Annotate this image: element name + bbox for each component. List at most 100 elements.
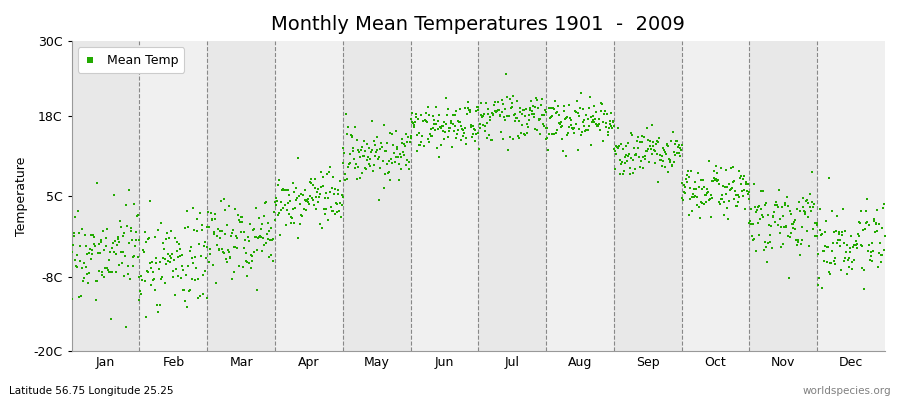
Mean Temp [722, 181, 736, 187]
Mean Temp [795, 223, 809, 230]
Mean Temp [510, 115, 525, 122]
Mean Temp [302, 178, 317, 185]
Mean Temp [403, 135, 418, 141]
Mean Temp [760, 212, 775, 218]
Mean Temp [65, 249, 79, 256]
Mean Temp [324, 204, 338, 210]
Mean Temp [255, 220, 269, 227]
Mean Temp [239, 258, 254, 265]
Mean Temp [613, 156, 627, 163]
Mean Temp [752, 232, 766, 238]
Mean Temp [701, 158, 716, 164]
Mean Temp [129, 228, 143, 235]
Mean Temp [122, 240, 136, 246]
Mean Temp [543, 114, 557, 121]
Mean Temp [254, 226, 268, 232]
Mean Temp [441, 106, 455, 112]
Mean Temp [648, 160, 662, 166]
Mean Temp [685, 208, 699, 214]
Mean Temp [287, 220, 302, 226]
Mean Temp [674, 147, 688, 154]
Mean Temp [509, 98, 524, 104]
Mean Temp [718, 183, 733, 190]
Mean Temp [355, 170, 369, 176]
Mean Temp [90, 278, 104, 284]
Mean Temp [392, 161, 406, 168]
Mean Temp [671, 142, 686, 149]
Mean Temp [577, 123, 591, 130]
Mean Temp [763, 239, 778, 246]
Mean Temp [600, 132, 615, 138]
Mean Temp [695, 200, 709, 206]
Mean Temp [733, 194, 747, 200]
Mean Temp [712, 181, 726, 188]
Mean Temp [294, 191, 309, 198]
Mean Temp [184, 243, 198, 250]
Mean Temp [654, 163, 669, 169]
Mean Temp [133, 288, 148, 295]
Mean Temp [394, 140, 409, 146]
Mean Temp [619, 152, 634, 158]
Mean Temp [134, 291, 148, 297]
Mean Temp [292, 201, 307, 207]
Mean Temp [364, 149, 378, 155]
Mean Temp [253, 232, 267, 239]
Mean Temp [281, 200, 295, 206]
Mean Temp [133, 273, 148, 280]
Mean Temp [200, 243, 214, 250]
Mean Temp [538, 124, 553, 131]
Mean Temp [311, 194, 326, 200]
Mean Temp [162, 259, 176, 265]
Mean Temp [821, 244, 835, 250]
Mean Temp [225, 230, 239, 236]
Mean Temp [77, 232, 92, 238]
Mean Temp [745, 237, 760, 244]
Mean Temp [276, 187, 291, 193]
Mean Temp [286, 205, 301, 212]
Mean Temp [810, 233, 824, 239]
Mean Temp [854, 208, 868, 214]
Mean Temp [605, 125, 619, 132]
Mean Temp [589, 108, 603, 115]
Mean Temp [837, 258, 851, 264]
Mean Temp [830, 240, 844, 246]
Mean Temp [194, 253, 208, 259]
Mean Temp [370, 134, 384, 140]
Mean Temp [724, 185, 739, 191]
Mean Temp [185, 260, 200, 266]
Mean Temp [873, 252, 887, 258]
Mean Temp [656, 158, 670, 164]
Mean Temp [513, 109, 527, 116]
Mean Temp [803, 190, 817, 197]
Mean Temp [89, 297, 104, 303]
Mean Temp [873, 240, 887, 246]
Mean Temp [687, 186, 701, 192]
Mean Temp [275, 186, 290, 192]
Mean Temp [328, 210, 343, 217]
Mean Temp [805, 169, 819, 175]
Mean Temp [715, 196, 729, 202]
Mean Temp [523, 105, 537, 112]
Mean Temp [100, 226, 114, 232]
Mean Temp [232, 263, 247, 269]
Mean Temp [233, 214, 248, 220]
Mean Temp [621, 153, 635, 159]
Mean Temp [278, 187, 293, 193]
Mean Temp [746, 221, 760, 227]
Mean Temp [316, 174, 330, 180]
Mean Temp [264, 225, 278, 232]
Mean Temp [850, 241, 865, 247]
Mean Temp [104, 268, 119, 275]
Mean Temp [698, 199, 713, 205]
Mean Temp [695, 185, 709, 192]
Mean Temp [795, 237, 809, 244]
Mean Temp [96, 273, 111, 280]
Mean Temp [824, 208, 839, 214]
Mean Temp [651, 138, 665, 145]
Mean Temp [685, 194, 699, 200]
Mean Temp [448, 123, 463, 129]
Mean Temp [447, 112, 462, 118]
Mean Temp [819, 244, 833, 250]
Mean Temp [827, 228, 842, 235]
Mean Temp [266, 236, 280, 242]
